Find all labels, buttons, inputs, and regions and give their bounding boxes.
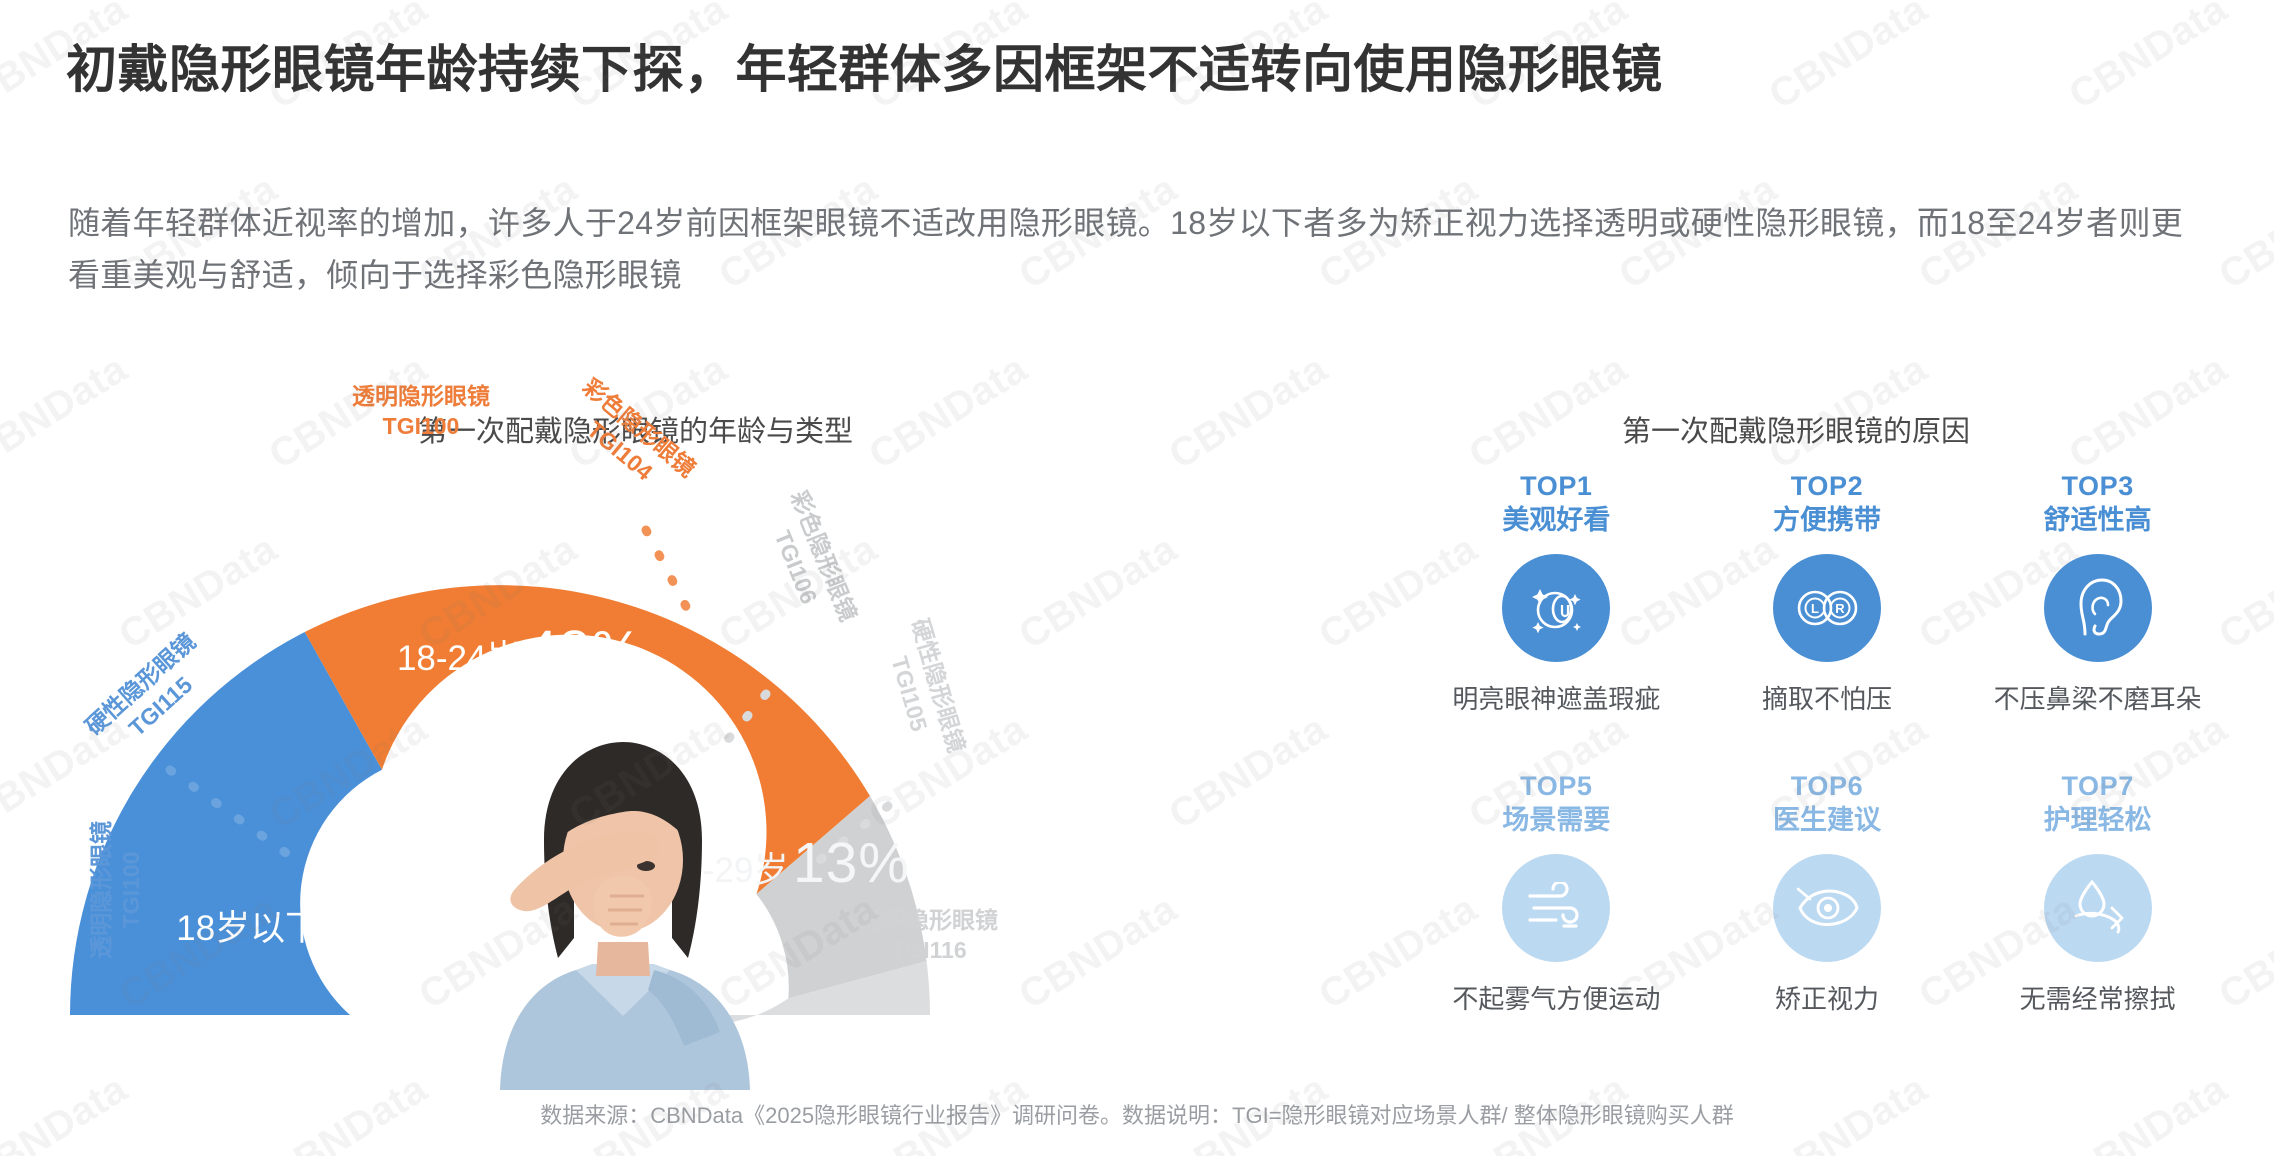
top-icon-wrap-1 bbox=[1502, 554, 1611, 663]
top-rank-6: TOP6 bbox=[1790, 771, 1864, 801]
segment-value-25-29: 13% bbox=[792, 831, 911, 895]
top-rank-7: TOP7 bbox=[2061, 771, 2134, 801]
donut-segment-18-24[interactable] bbox=[304, 585, 870, 895]
top-desc-6: 矫正视力 bbox=[1774, 984, 1879, 1015]
eye-vision-icon bbox=[1796, 887, 1859, 927]
source-note: 数据来源：CBNData《2025隐形眼镜行业报告》调研问卷。数据说明：TGI=… bbox=[540, 1103, 1734, 1128]
top-card-6[interactable]: TOP6 医生建议 矫正视力 bbox=[1703, 770, 1952, 1050]
top-name-2: 方便携带 bbox=[1772, 505, 1881, 536]
top-card-5[interactable]: TOP5 场景需要 不起雾气方便运动 bbox=[1432, 770, 1681, 1050]
segment-label-under18: 18岁以下 35% bbox=[164, 890, 454, 953]
watermark-text: CBNData bbox=[861, 346, 1035, 478]
watermark-text: CBNData bbox=[2061, 346, 2235, 478]
top-rank-3: TOP3 bbox=[2061, 471, 2134, 501]
top-desc-3: 不压鼻梁不磨耳朵 bbox=[1993, 684, 2202, 715]
donut-segment-25-29[interactable] bbox=[756, 796, 927, 999]
model-fingers bbox=[608, 894, 644, 926]
segment-category-18-24: 18-24岁 bbox=[396, 639, 522, 678]
page-subtitle: 随着年轻群体近视率的增加，许多人于24岁前因框架眼镜不适改用隐形眼镜。18岁以下… bbox=[68, 205, 2184, 293]
left-chart-heading: 第一次配戴隐形眼镜的年龄与类型 bbox=[418, 416, 854, 448]
leader-line-hard-blue bbox=[165, 765, 301, 865]
model-sleeve bbox=[648, 970, 720, 1046]
model-raised-arm bbox=[510, 832, 659, 912]
model-right-eye bbox=[637, 861, 655, 871]
model-neck bbox=[596, 942, 650, 976]
watermark-text: CBNData bbox=[1161, 706, 1335, 838]
top-name-1: 美观好看 bbox=[1502, 505, 1611, 536]
top-card-2[interactable]: TOP2 方便携带 L R 摘取不怕压 bbox=[1703, 470, 1952, 750]
top-card-7[interactable]: TOP7 护理轻松 无需经常擦拭 bbox=[1973, 770, 2222, 1050]
top-icon-wrap-6 bbox=[1772, 854, 1881, 963]
top-name-6: 医生建议 bbox=[1772, 805, 1881, 836]
top-icon-wrap-3 bbox=[2043, 554, 2152, 663]
sparkle-lens-icon bbox=[1532, 589, 1582, 634]
segment-value-30plus: 4% bbox=[826, 1038, 863, 1066]
top-desc-1: 明亮眼神遮盖瑕疵 bbox=[1452, 684, 1661, 715]
callout-tgi: TGI100 bbox=[382, 412, 460, 439]
segment-value-under18: 35% bbox=[324, 889, 442, 953]
leader-dots-group bbox=[165, 525, 893, 865]
top-rank-2: TOP2 bbox=[1790, 471, 1864, 501]
age-type-half-donut-chart: 18岁以下 35% 18-24岁 48% 25-29岁 13% 30岁以上 4%… bbox=[60, 373, 1120, 1090]
page-title: 初戴隐形眼镜年龄持续下探，年轻群体多因框架不适转向使用隐形眼镜 bbox=[66, 41, 1663, 98]
watermark-text: CBNData bbox=[1461, 346, 1635, 478]
lens-lr-pair-icon: L R bbox=[1797, 590, 1858, 626]
top-desc-2: 摘取不怕压 bbox=[1761, 684, 1892, 715]
top-rank-1: TOP1 bbox=[1520, 471, 1593, 501]
model-hand bbox=[593, 876, 652, 937]
watermark-text: CBNData bbox=[1161, 346, 1335, 478]
callout-clear-lens-gray: 透明隐形眼镜 TGI116 bbox=[860, 906, 998, 966]
top-reasons-grid: TOP1 美观好看 明亮眼神遮盖瑕疵 TOP2 方便携带 bbox=[1432, 470, 2222, 1050]
watermark-text: CBNData bbox=[0, 346, 135, 478]
top-name-3: 舒适性高 bbox=[2043, 505, 2152, 536]
top-icon-wrap-5 bbox=[1502, 854, 1611, 963]
leader-line-clear-gray bbox=[719, 689, 771, 749]
leader-line-color-orange bbox=[641, 525, 697, 623]
donut-segment-under18[interactable] bbox=[70, 632, 382, 1015]
callout-tgi: TGI100 bbox=[118, 851, 144, 929]
top-icon-wrap-2: L R bbox=[1772, 554, 1881, 663]
donut-svg bbox=[70, 525, 930, 1025]
top-rank-5: TOP5 bbox=[1520, 771, 1593, 801]
top-card-1[interactable]: TOP1 美观好看 明亮眼神遮盖瑕疵 bbox=[1432, 470, 1681, 750]
callout-label: 透明隐形眼镜 bbox=[860, 907, 998, 933]
right-panel-heading: 第一次配戴隐形眼镜的原因 bbox=[1622, 416, 1971, 448]
callout-clear-lens-orange: 透明隐形眼镜 TGI100 bbox=[352, 382, 490, 442]
droplet-care-icon bbox=[2074, 879, 2124, 934]
top-desc-7: 无需经常擦拭 bbox=[2019, 984, 2176, 1015]
donut-segment-30plus[interactable] bbox=[650, 961, 930, 1025]
ear-icon bbox=[2079, 578, 2123, 636]
callout-label: 透明隐形眼镜 bbox=[88, 820, 115, 959]
watermark-text: CBNData bbox=[2211, 166, 2274, 298]
segment-category-under18: 18岁以下 bbox=[176, 909, 321, 948]
model-collar bbox=[576, 964, 670, 1016]
model-photo bbox=[500, 742, 750, 1090]
segment-value-18-24: 48% bbox=[525, 619, 644, 683]
svg-text:L: L bbox=[1811, 601, 1819, 616]
wind-icon bbox=[1528, 882, 1579, 928]
segment-label-18-24: 18-24岁 48% bbox=[370, 620, 670, 683]
top-name-7: 护理轻松 bbox=[2043, 805, 2152, 836]
top-desc-5: 不起雾气方便运动 bbox=[1452, 984, 1661, 1015]
model-bangs bbox=[562, 758, 684, 836]
callout-label: 透明隐形眼镜 bbox=[352, 383, 490, 409]
top-icon-wrap-7 bbox=[2043, 854, 2152, 963]
top-card-3[interactable]: TOP3 舒适性高 不压鼻梁不磨耳朵 bbox=[1973, 470, 2222, 750]
top-name-5: 场景需要 bbox=[1502, 805, 1611, 836]
callout-tgi: TGI116 bbox=[891, 936, 967, 963]
callout-clear-lens-blue: 透明隐形眼镜 TGI100 bbox=[87, 821, 147, 959]
svg-text:R: R bbox=[1835, 601, 1845, 616]
